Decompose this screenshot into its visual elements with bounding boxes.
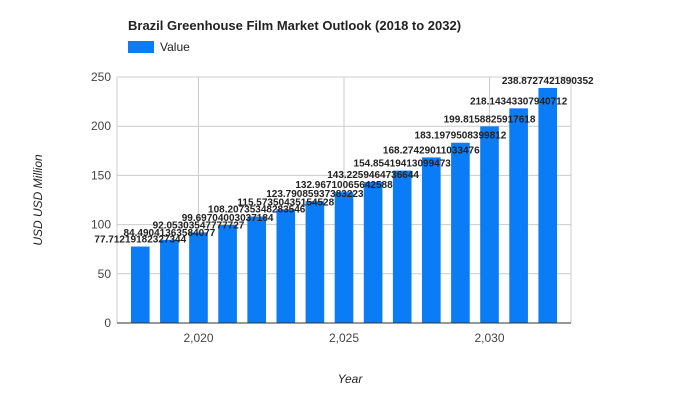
bar [160, 239, 179, 323]
x-tick-label: 2,030 [474, 331, 504, 345]
data-label: 108.20735348283546 [208, 205, 306, 216]
data-label: 218.14343307940712 [470, 96, 568, 107]
legend-swatch [128, 41, 154, 53]
data-label: 199.8158825917618 [444, 114, 536, 125]
data-label: 77.71219182327344 [94, 235, 186, 246]
bar [538, 87, 558, 323]
legend-label: Value [160, 40, 190, 54]
chart-title: Brazil Greenhouse Film Market Outlook (2… [128, 18, 462, 33]
legend: Value [128, 40, 190, 54]
x-tick-label: 2,020 [183, 331, 213, 345]
y-tick-label: 50 [98, 267, 112, 281]
y-tick-label: 200 [91, 119, 111, 133]
bar [189, 232, 208, 323]
data-label: 183.1979508399812 [415, 131, 507, 142]
y-tick-label: 150 [91, 168, 111, 182]
y-tick-label: 250 [91, 70, 111, 84]
bar [334, 192, 354, 323]
x-tick-label: 2,025 [329, 331, 359, 345]
y-tick-label: 100 [91, 218, 111, 232]
y-tick-label: 0 [104, 316, 111, 330]
x-axis-title: Year [337, 372, 363, 386]
bar [130, 246, 150, 323]
data-label: 132.96710065642588 [295, 180, 393, 191]
bar [509, 108, 528, 323]
bar [305, 201, 325, 323]
bar [480, 126, 499, 324]
bar [247, 216, 267, 323]
bar [218, 224, 237, 323]
bar [392, 170, 412, 323]
bar [421, 157, 441, 323]
data-label: 143.2259464736644 [327, 170, 419, 181]
bar [276, 209, 296, 323]
data-label: 154.85419413099473 [354, 159, 452, 170]
data-label: 238.8727421890352 [502, 76, 594, 87]
data-label: 92.05303547777727 [153, 220, 245, 231]
data-label: 99.69704003037184 [182, 213, 274, 224]
bar [451, 142, 470, 323]
data-label: 123.79085937383223 [266, 189, 364, 200]
bar [363, 182, 383, 323]
data-label: 115.57350435154528 [237, 197, 334, 208]
data-label: 84.49041363584077 [124, 228, 216, 239]
data-label: 168.27429011033476 [383, 145, 480, 156]
